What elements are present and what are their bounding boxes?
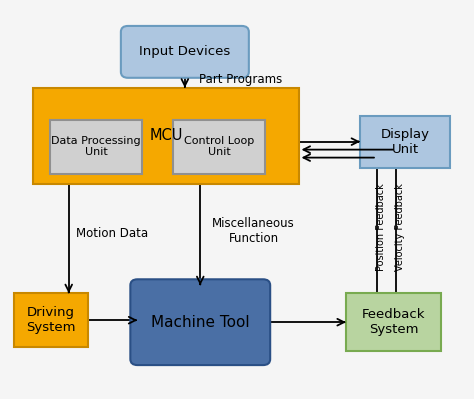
FancyBboxPatch shape (33, 88, 299, 184)
Text: Miscellaneous
Function: Miscellaneous Function (212, 217, 295, 245)
Text: Feedback
System: Feedback System (362, 308, 425, 336)
Text: Input Devices: Input Devices (139, 45, 230, 58)
Text: Display
Unit: Display Unit (381, 128, 430, 156)
FancyBboxPatch shape (50, 120, 142, 174)
Text: Velocity Feedback: Velocity Feedback (394, 184, 405, 271)
FancyBboxPatch shape (14, 293, 88, 347)
Text: Control Loop
Unit: Control Loop Unit (184, 136, 255, 158)
Text: Data Processing
Unit: Data Processing Unit (51, 136, 141, 158)
Text: Position Feedback: Position Feedback (375, 184, 386, 271)
Text: Part Programs: Part Programs (199, 73, 283, 86)
Text: Machine Tool: Machine Tool (151, 315, 250, 330)
Text: MCU: MCU (149, 128, 182, 143)
Text: Driving
System: Driving System (26, 306, 76, 334)
FancyBboxPatch shape (173, 120, 265, 174)
Text: Motion Data: Motion Data (76, 227, 148, 240)
FancyBboxPatch shape (360, 116, 450, 168)
FancyBboxPatch shape (121, 26, 249, 78)
FancyBboxPatch shape (130, 279, 270, 365)
FancyBboxPatch shape (346, 293, 441, 351)
